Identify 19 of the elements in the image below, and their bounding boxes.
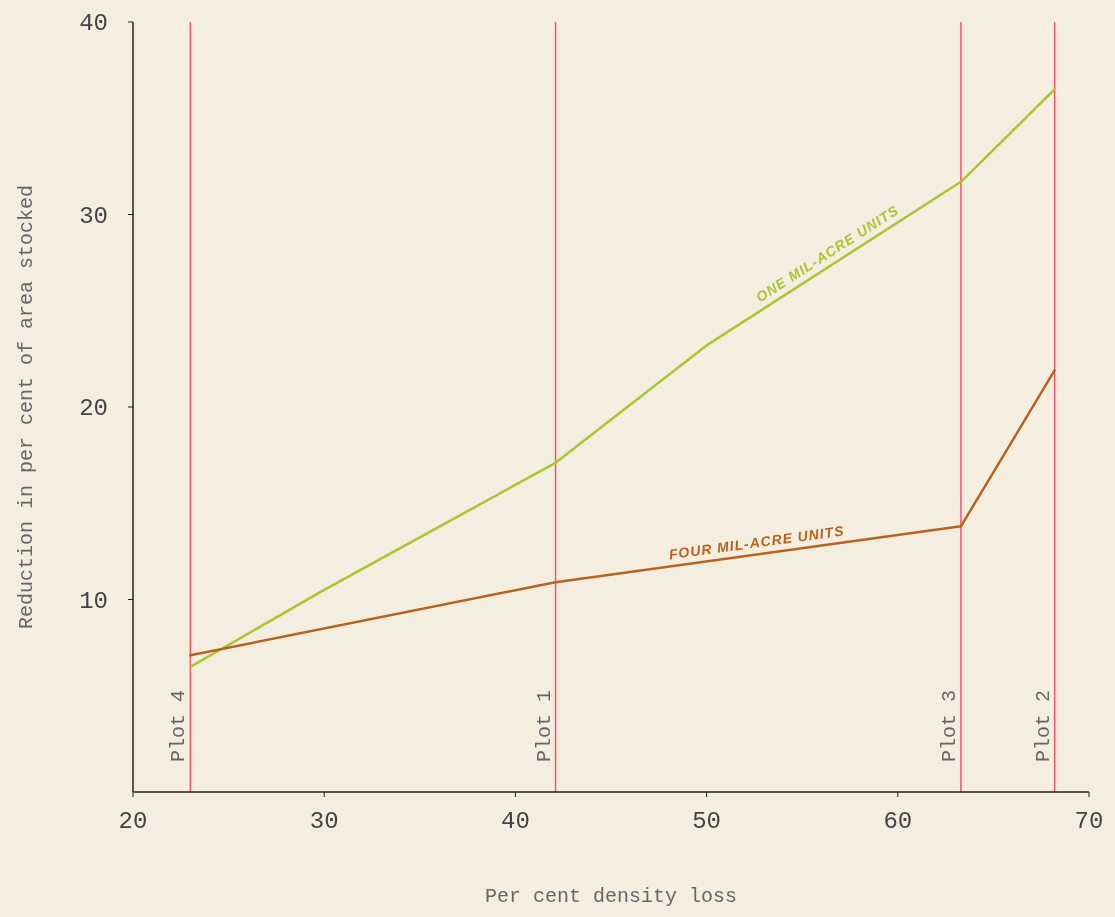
x-axis-title: Per cent density loss — [484, 885, 738, 908]
x-tick-label: 50 — [692, 808, 722, 835]
x-tick-label: 40 — [500, 808, 530, 835]
x-tick-label: 70 — [1074, 808, 1104, 835]
y-tick-label: 20 — [79, 395, 108, 423]
line-series — [189, 369, 1056, 657]
x-tick-label: 60 — [883, 808, 913, 835]
text: FOUR MIL-ACRE UNITS — [667, 522, 846, 563]
ref-line-label: Plot 3 — [937, 689, 961, 762]
x-tick-label: 30 — [309, 808, 339, 835]
ref-line-label: Plot 1 — [532, 689, 556, 762]
ref-line-label: Plot 4 — [167, 689, 191, 762]
line-series — [189, 88, 1056, 669]
ref-line-label: Plot 2 — [1031, 689, 1055, 762]
x-tick-label: 20 — [118, 808, 148, 835]
y-tick-label: 30 — [79, 202, 108, 230]
y-axis-title: Reduction in per cent of area stocked — [15, 184, 38, 630]
y-tick-label: 40 — [79, 10, 108, 38]
y-tick-label: 10 — [79, 587, 108, 615]
